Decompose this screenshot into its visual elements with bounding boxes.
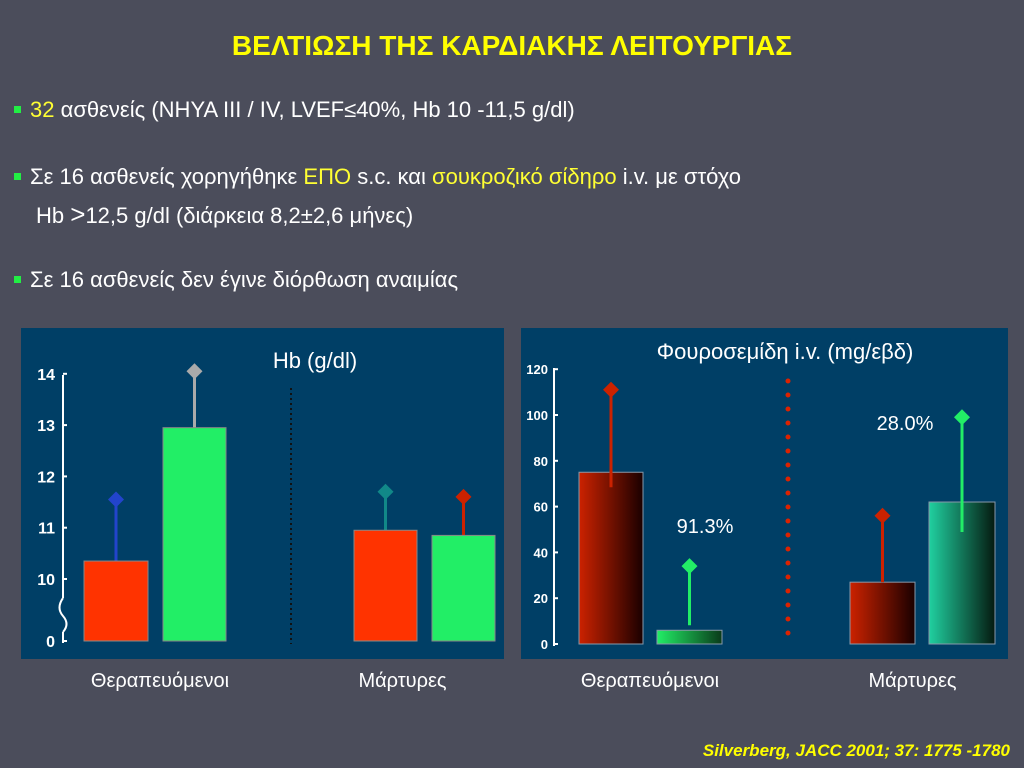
citation: Silverberg, JACC 2001; 37: 1775 -1780 bbox=[702, 741, 1010, 760]
bullet-3: Σε 16 ασθενείς δεν έγινε διόρθωση αναιμί… bbox=[14, 267, 458, 293]
bullet-1-text: ασθενείς (NHYA III / IV, LVEF≤40%, Hb 10… bbox=[54, 97, 575, 122]
furo-error-marker bbox=[681, 558, 698, 575]
hb-y-tick-label: 0 bbox=[46, 634, 55, 651]
slide-title: ΒΕΛΤΙΩΣΗ ΤΗΣ ΚΑΡΔΙΑΚΗΣ ΛΕΙΤΟΥΡΓΙΑΣ bbox=[231, 30, 793, 61]
left-treated-label: Θεραπευόμενοι bbox=[90, 670, 230, 692]
bullet-2-line-2: Hb >12,5 g/dl (διάρκεια 8,2±2,6 μήνες) bbox=[36, 199, 413, 230]
bullet-2-hb-label: Hb bbox=[36, 203, 71, 228]
bullet-square-icon bbox=[14, 276, 21, 283]
hb-axis-break bbox=[58, 597, 68, 633]
furosemide-chart: Φουροσεμίδη i.v. (mg/εβδ) 0 20 40 60 80 100 12… bbox=[526, 339, 996, 652]
hb-y-tick-label: 10 bbox=[37, 572, 55, 589]
furo-percent-annotation: 28.0% bbox=[877, 413, 934, 435]
furo-bar bbox=[578, 471, 644, 645]
left-controls-label: Μάρτυρες bbox=[358, 670, 447, 692]
bullet-1: 32 ασθενείς (NHYA III / IV, LVEF≤40%, Hb… bbox=[14, 97, 575, 123]
patients-count: 32 bbox=[30, 97, 55, 122]
bullet-2-target-text: 12,5 g/dl (διάρκεια 8,2±2,6 μήνες) bbox=[85, 203, 414, 228]
furo-bar bbox=[656, 629, 723, 645]
hb-bar bbox=[431, 534, 496, 642]
hb-bar bbox=[83, 560, 149, 642]
furo-error-marker bbox=[874, 507, 891, 524]
bullet-square-icon bbox=[14, 106, 21, 113]
hb-y-tick-label: 12 bbox=[37, 469, 55, 486]
hb-error-marker bbox=[108, 491, 124, 508]
furo-y-tick-label: 80 bbox=[534, 454, 548, 469]
hb-chart-panel: Hb (g/dl) 0 10 11 12 13 14 bbox=[21, 328, 504, 659]
iron-highlight: σουκροζικό σίδηρο bbox=[432, 164, 617, 189]
bullet-2-text-c: i.v. με στόχο bbox=[616, 164, 741, 189]
bullet-square-icon bbox=[14, 173, 21, 180]
furo-percent-annotation: 91.3% bbox=[677, 516, 734, 538]
furo-y-tick-label: 120 bbox=[526, 362, 548, 377]
hb-error-marker bbox=[455, 488, 472, 505]
hb-chart: Hb (g/dl) 0 10 11 12 13 14 bbox=[37, 348, 496, 651]
hb-chart-title: Hb (g/dl) bbox=[273, 348, 357, 373]
bullet-2-text-a: Σε 16 ασθενείς χορηγήθηκε bbox=[30, 164, 304, 189]
hb-error-marker bbox=[377, 483, 394, 500]
furo-y-tick-label: 0 bbox=[541, 637, 548, 652]
right-treated-label: Θεραπευόμενοι bbox=[580, 670, 720, 692]
furo-bar bbox=[849, 581, 916, 645]
hb-y-tick-label: 11 bbox=[38, 521, 55, 538]
hb-bar bbox=[353, 529, 418, 642]
greater-than-symbol: > bbox=[70, 199, 86, 229]
bullet-3-text: Σε 16 ασθενείς δεν έγινε διόρθωση αναιμί… bbox=[30, 267, 459, 292]
furo-error-marker bbox=[954, 409, 970, 426]
furo-error-marker bbox=[603, 381, 619, 398]
bullet-2-text-b: s.c. και bbox=[351, 164, 433, 189]
hb-y-tick-label: 13 bbox=[37, 418, 55, 435]
furo-y-tick-label: 40 bbox=[534, 545, 548, 560]
bullet-2: Σε 16 ασθενείς χορηγήθηκε ΕΠΟ s.c. και σ… bbox=[14, 164, 741, 190]
right-controls-label: Μάρτυρες bbox=[868, 670, 957, 692]
furosemide-chart-title: Φουροσεμίδη i.v. (mg/εβδ) bbox=[657, 339, 914, 364]
hb-bar bbox=[162, 427, 227, 642]
hb-y-tick-label: 14 bbox=[37, 367, 55, 384]
furo-y-tick-label: 100 bbox=[526, 408, 548, 423]
epo-highlight: ΕΠΟ bbox=[303, 164, 352, 189]
furo-y-tick-label: 20 bbox=[534, 591, 548, 606]
furo-y-tick-label: 60 bbox=[534, 500, 548, 515]
hb-error-marker bbox=[186, 363, 203, 380]
furosemide-chart-panel: Φουροσεμίδη i.v. (mg/εβδ) 0 20 40 60 80 100 12… bbox=[521, 328, 1008, 659]
